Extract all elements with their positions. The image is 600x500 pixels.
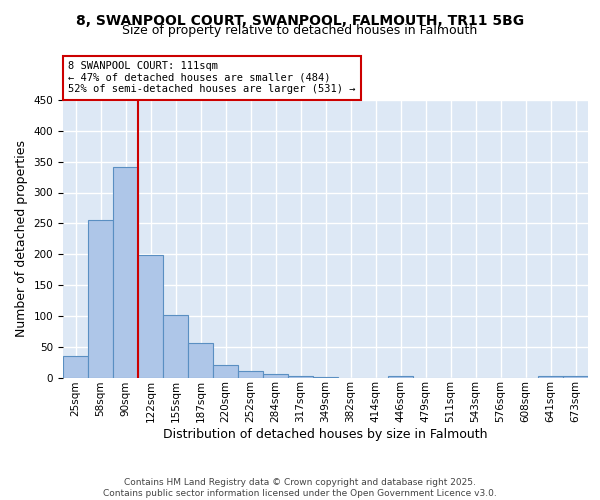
Bar [288,376,313,378]
Bar [63,356,88,378]
X-axis label: Distribution of detached houses by size in Falmouth: Distribution of detached houses by size … [163,428,488,441]
Bar [238,372,263,378]
Bar [88,220,113,378]
Bar [563,376,588,378]
Bar [138,255,163,378]
Bar [113,166,138,378]
Text: 8, SWANPOOL COURT, SWANPOOL, FALMOUTH, TR11 5BG: 8, SWANPOOL COURT, SWANPOOL, FALMOUTH, T… [76,14,524,28]
Text: 8 SWANPOOL COURT: 111sqm
← 47% of detached houses are smaller (484)
52% of semi-: 8 SWANPOOL COURT: 111sqm ← 47% of detach… [68,61,356,94]
Text: Size of property relative to detached houses in Falmouth: Size of property relative to detached ho… [122,24,478,37]
Text: Contains HM Land Registry data © Crown copyright and database right 2025.
Contai: Contains HM Land Registry data © Crown c… [103,478,497,498]
Bar [188,343,213,378]
Bar [313,377,338,378]
Bar [163,314,188,378]
Bar [263,374,288,378]
Y-axis label: Number of detached properties: Number of detached properties [15,140,28,337]
Bar [538,376,563,378]
Bar [213,365,238,378]
Bar [388,376,413,378]
